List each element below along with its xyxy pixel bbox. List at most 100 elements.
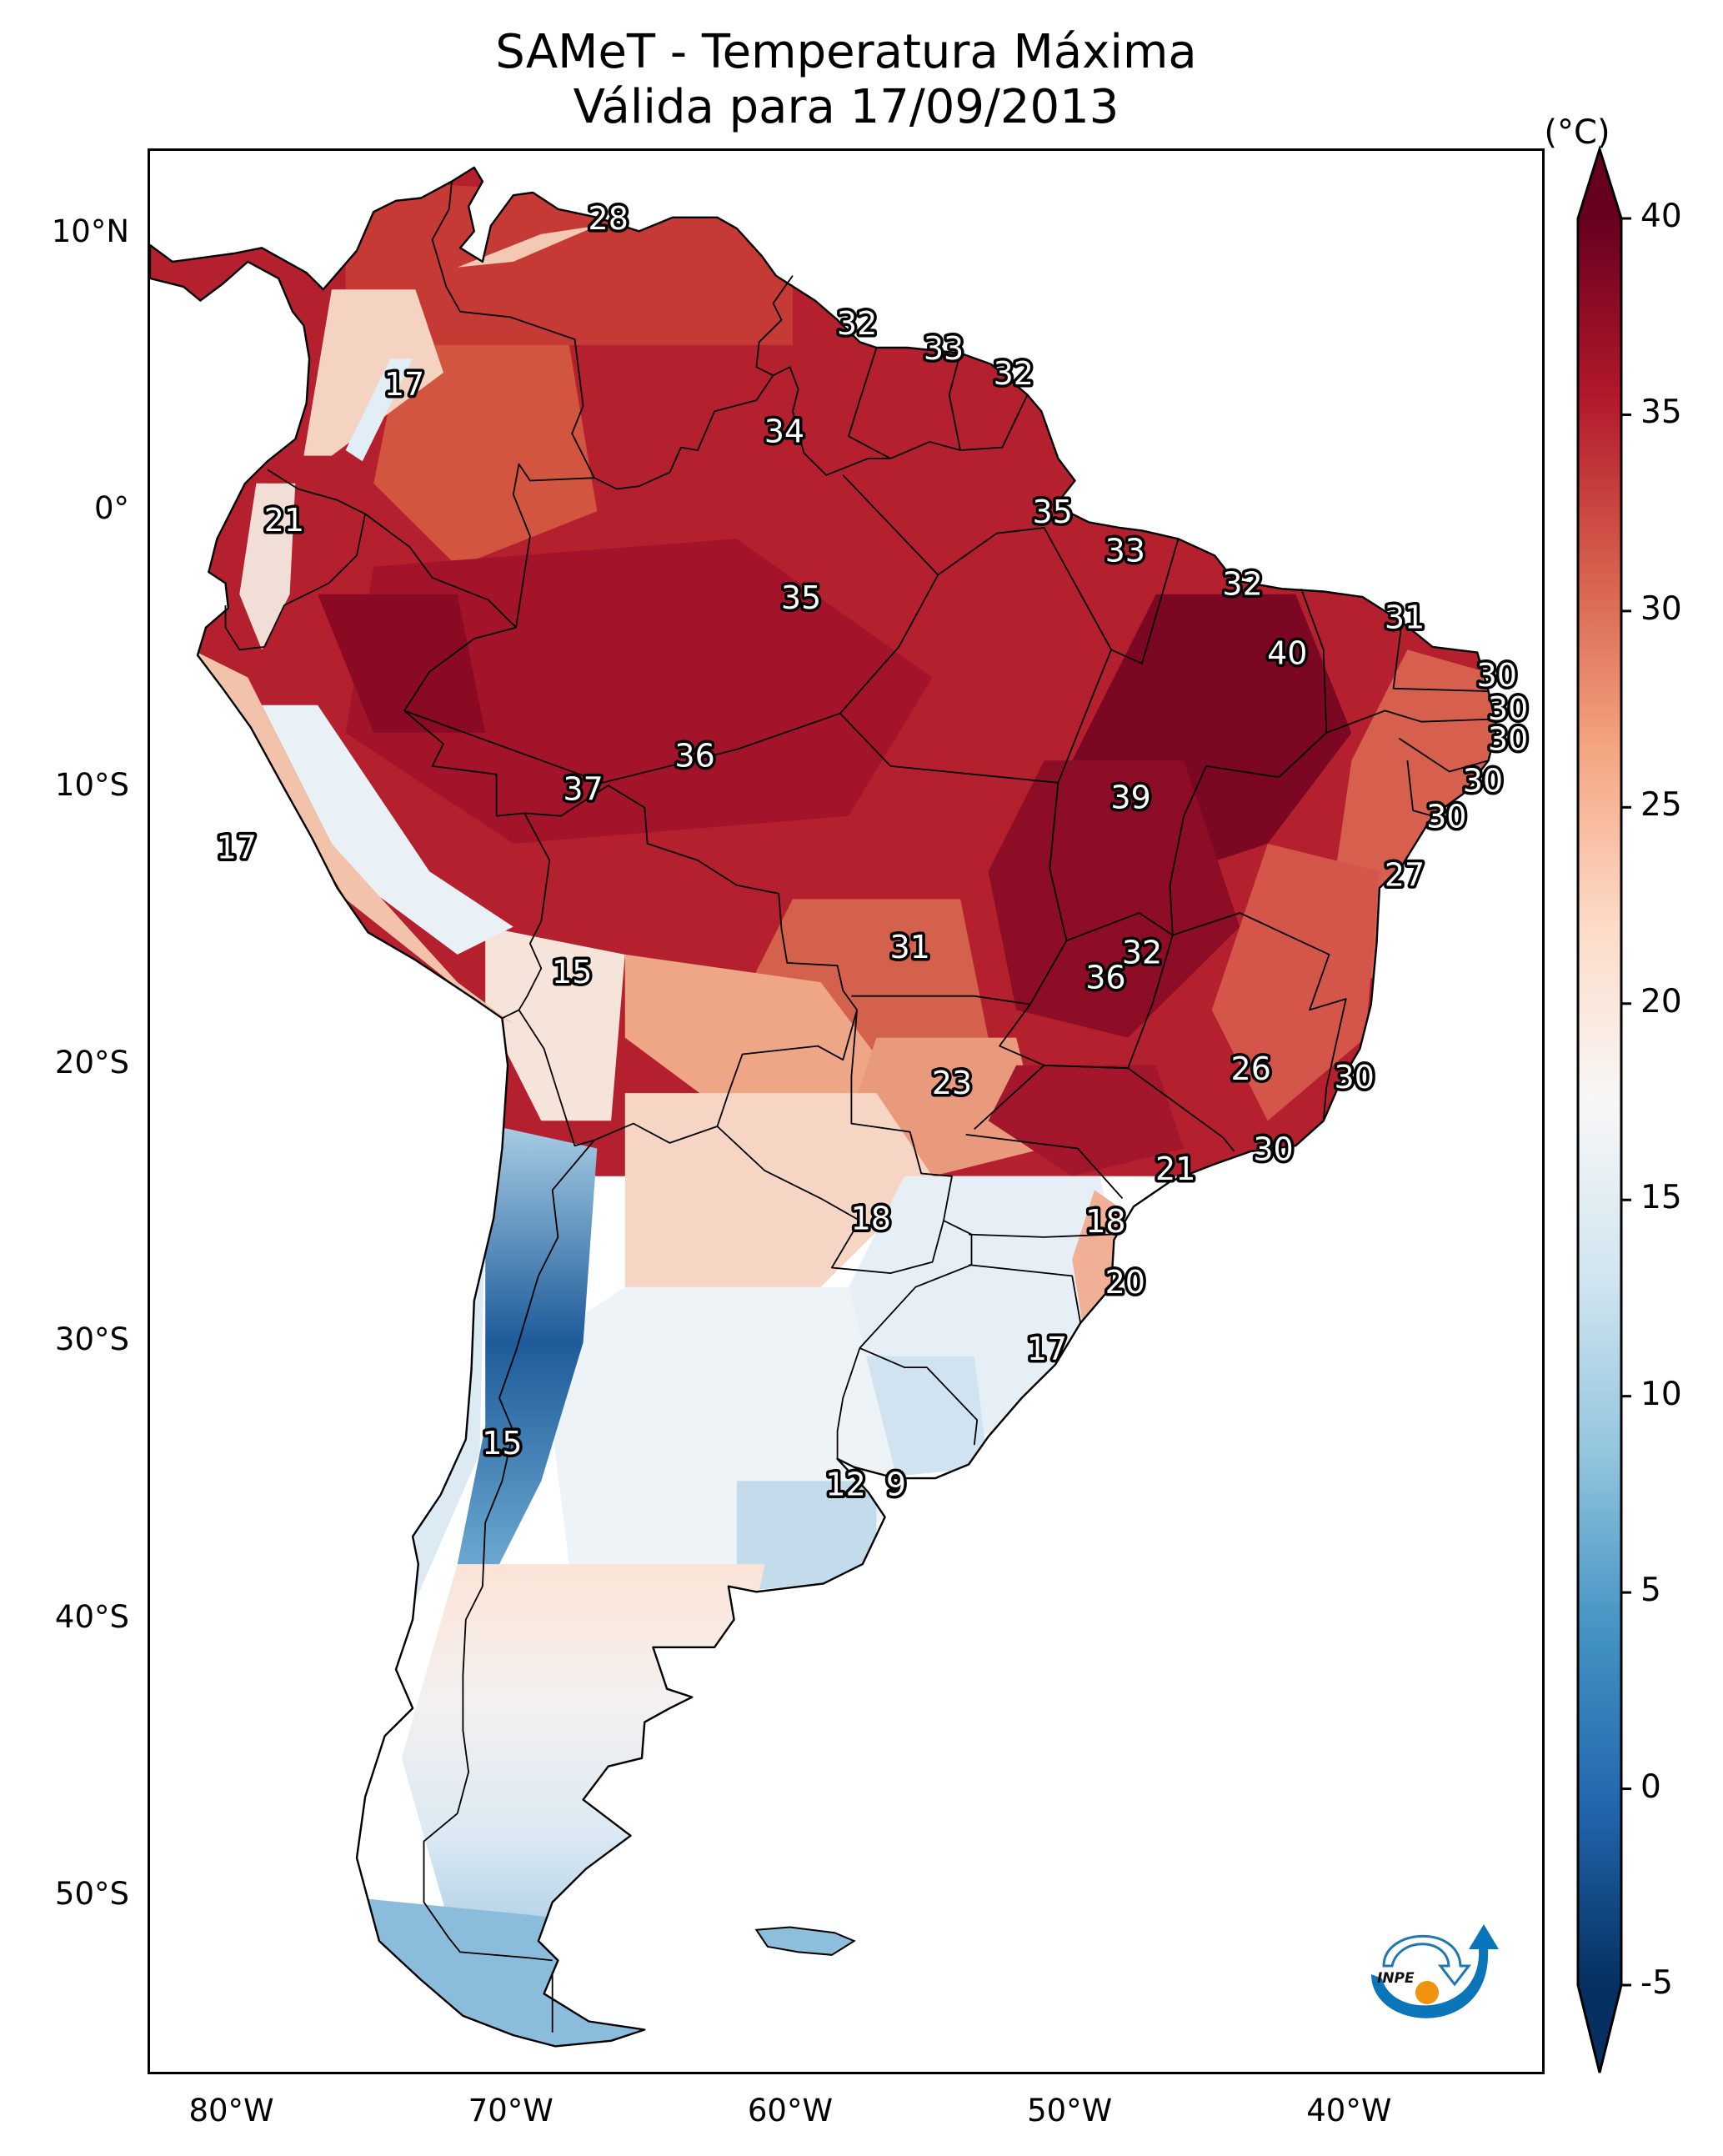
region-colombia-andes-cold [345, 358, 413, 462]
temperature-label: 21 [1155, 1151, 1195, 1187]
region-ecuador-andes [239, 483, 296, 650]
region-bahia-warm [1211, 843, 1380, 1121]
colorbar-tick-label: -5 [1640, 1964, 1673, 2002]
border-brazil-states-16 [1406, 760, 1433, 817]
falkland-islands [754, 1926, 856, 1956]
temperature-label: 30 [1426, 799, 1466, 835]
colorbar-tick-label: 10 [1640, 1375, 1682, 1413]
temperature-label: 30 [1463, 763, 1503, 800]
temperature-label: 31 [1385, 599, 1425, 635]
border-brazil-states-2 [839, 474, 939, 714]
y-tick-label: 40°S [54, 1598, 129, 1635]
logo-orange-circle-icon [1415, 1981, 1439, 2004]
border-ecuador-peru [224, 514, 366, 651]
border-bolivia-argentina [594, 1122, 718, 1144]
temperature-label: 36 [674, 738, 714, 775]
land-fill [150, 166, 1498, 2048]
temperature-label: 30 [1488, 690, 1528, 727]
temperature-label: 26 [1231, 1050, 1271, 1087]
temperature-label: 12 [825, 1467, 865, 1503]
temperature-label: 37 [563, 771, 603, 808]
temperature-label: 27 [1385, 857, 1425, 894]
region-north-coast [345, 178, 794, 345]
region-peru-hot [318, 594, 486, 733]
border-brazil-states-4 [1110, 539, 1180, 664]
colorbar-tick-label: 35 [1640, 394, 1682, 432]
colorbar-unit-label: (°C) [1544, 113, 1610, 152]
temperature-field [150, 167, 1497, 2047]
border-brazil-states-13 [1392, 621, 1489, 692]
border-peru-bolivia [518, 812, 551, 1010]
temperature-label: 39 [1110, 779, 1150, 815]
temperature-label: 31 [890, 929, 930, 965]
border-brazil-states-11 [969, 1233, 1112, 1238]
colorbar-tick-label: 40 [1640, 198, 1682, 235]
temperature-label: 35 [781, 579, 821, 616]
border-paraguay-argentina [716, 1126, 944, 1274]
region-patagonia [401, 1564, 765, 1953]
temperature-label: 30 [1253, 1131, 1293, 1168]
temperature-label: 30 [1477, 657, 1517, 694]
region-peru-coast [192, 649, 513, 1024]
colorbar-gradient [1578, 218, 1621, 1985]
colorbar-tick-label: 0 [1640, 1767, 1661, 1806]
y-tick-label: 0° [93, 490, 129, 527]
border-peru-chile [502, 1009, 519, 1020]
border-brazil-states-7 [851, 995, 1031, 1005]
temperature-label: 28 [589, 200, 629, 237]
logo-swoosh-icon [1371, 1924, 1499, 2018]
region-venezuela-andes [457, 225, 598, 268]
region-peru-andes-cool [262, 704, 513, 955]
temperature-label: 32 [994, 355, 1034, 392]
region-tierra-fuego [345, 1897, 681, 2047]
x-tick-label: 50°W [1027, 2093, 1113, 2128]
temperature-label: 33 [924, 330, 964, 367]
logo-text: INPE [1377, 1970, 1415, 1987]
region-buenos-aires [736, 1481, 877, 1592]
temperature-label: 20 [1105, 1264, 1145, 1301]
temperature-label: 17 [217, 829, 257, 865]
temperature-label: 30 [1335, 1059, 1375, 1096]
region-sp-hot [988, 1065, 1185, 1176]
x-tick-label: 40°W [1306, 2093, 1392, 2128]
region-bolivia-mild [624, 954, 904, 1121]
temperature-label: 32 [837, 305, 877, 342]
temperature-label: 32 [1122, 935, 1162, 971]
temperature-label: 17 [1027, 1331, 1067, 1367]
border-brazil-states-12 [969, 1264, 1082, 1324]
temperature-label: 21 [264, 502, 304, 539]
inpe-logo: INPE [1371, 1924, 1499, 2018]
border-guiana-brazil [960, 394, 1029, 451]
temperature-label: 9 [886, 1467, 906, 1503]
logo-arrow-outline-icon [1382, 1934, 1472, 1987]
border-suriname-guiana [948, 353, 961, 451]
border-paraguay-brazil [850, 1010, 953, 1221]
border-brazil-states-14 [1325, 709, 1497, 734]
y-tick-label: 10°S [54, 767, 129, 804]
border-guyana-brazil [792, 411, 891, 476]
border-chile-argentina [423, 1140, 595, 1962]
colorbar-tick-label: 25 [1640, 786, 1682, 825]
border-brazil-states-10 [965, 1134, 1124, 1200]
border-colombia-peru-ecuador [267, 469, 517, 629]
region-amazon-core [345, 539, 933, 844]
border-peru-brazil [403, 626, 525, 817]
region-colombia-andes [303, 289, 443, 456]
y-tick-label: 20°S [54, 1044, 129, 1081]
colorbar-extend-min [1578, 1985, 1621, 2073]
region-chaco-mild [624, 1093, 933, 1315]
y-tick-label: 10°N [51, 213, 129, 249]
border-suriname-brazil [889, 441, 961, 459]
temperature-label: 33 [1105, 533, 1145, 569]
x-tick-label: 70°W [468, 2093, 553, 2128]
temperature-label: 17 [384, 366, 424, 403]
temperature-label: 34 [764, 414, 804, 450]
colorbar-tick-label: 5 [1640, 1572, 1661, 1610]
temperature-label: 32 [1222, 566, 1262, 603]
region-andes-cold [457, 1121, 598, 1565]
x-tick-label: 60°W [747, 2093, 834, 2128]
temperature-label: 30 [1488, 721, 1528, 758]
x-tick-label: 80°W [188, 2093, 274, 2128]
colorbar-extend-max [1578, 149, 1621, 218]
